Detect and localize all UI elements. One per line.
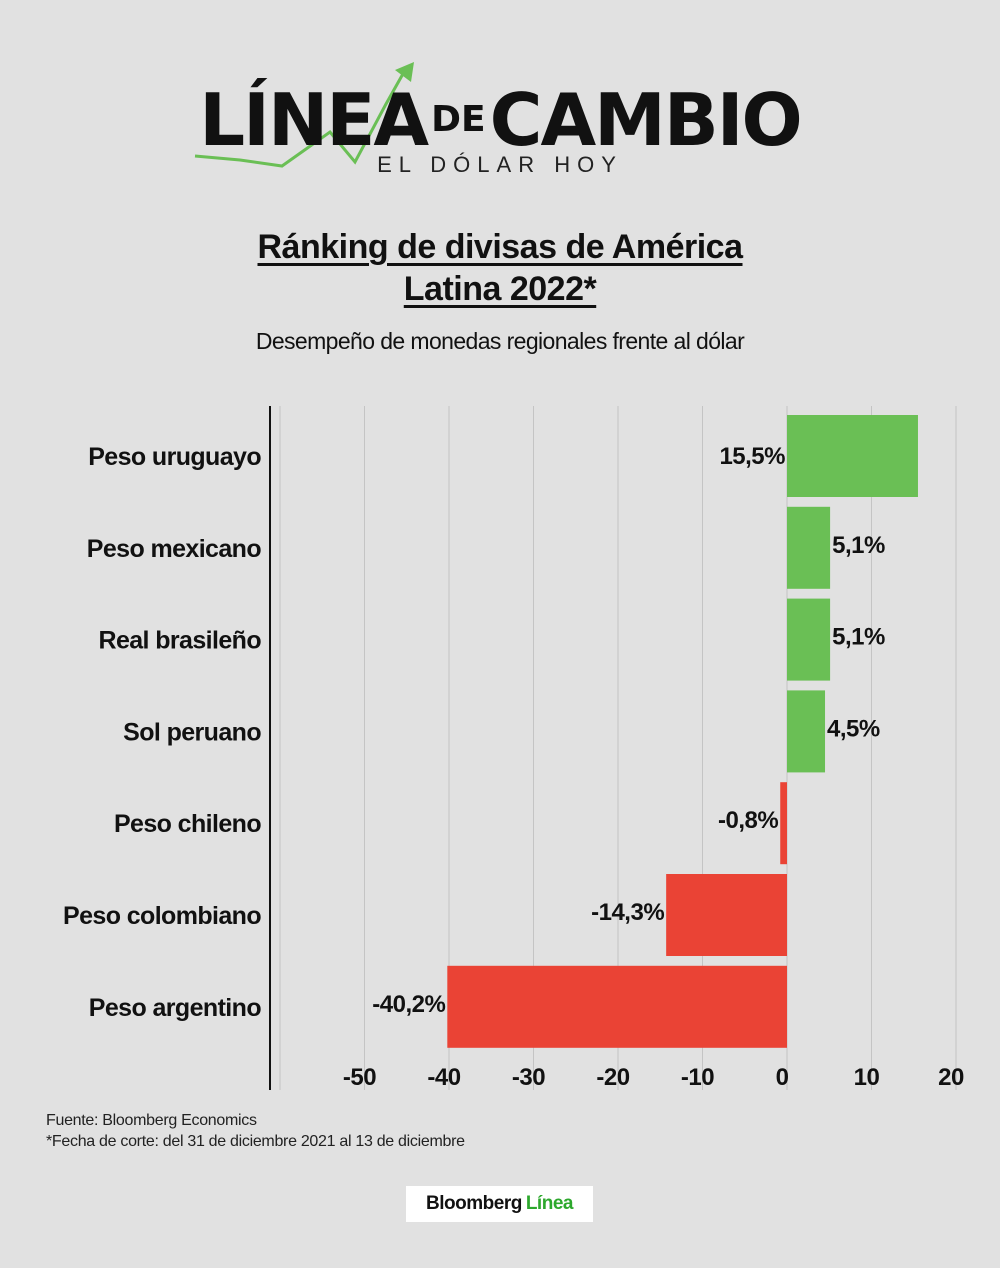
bar [447,965,787,1048]
bar [666,874,787,956]
chart-subtitle: Desempeño de monedas regionales frente a… [255,328,745,354]
bar [780,782,787,865]
trend-arrow-icon [194,62,414,168]
x-tick-label: -50 [343,1064,376,1091]
brand-logo: LÍNEA DECAMBIO EL DÓLAR HOY [0,58,1000,188]
bar [787,506,831,589]
brand-name: LÍNEA DECAMBIO [0,80,1000,160]
bar [787,415,918,497]
category-label: Peso colombiano [63,902,261,930]
value-label: 5,1% [832,532,885,559]
x-tick-label: 0 [776,1064,789,1091]
chart-title-line2: Latina 2022* [403,270,597,308]
value-label: -14,3% [591,899,664,926]
footnotes: Fuente: Bloomberg Economics *Fecha de co… [46,1110,465,1152]
x-tick-label: -30 [512,1064,545,1091]
value-label: -0,8% [718,807,778,834]
brand-name-part3: CAMBIO [489,78,803,162]
chart-title: Ránking de divisas de América Latina 202… [0,226,1000,310]
category-label: Peso chileno [114,810,261,838]
brand-name-part1: LÍNEA [199,78,429,162]
x-tick-label: -20 [596,1064,629,1091]
value-label: 15,5% [719,443,785,470]
x-tick-label: 20 [938,1064,964,1091]
category-label: Peso mexicano [87,535,262,563]
brand-name-part2: DE [431,99,486,140]
date-note: *Fecha de corte: del 31 de diciembre 202… [46,1133,465,1150]
value-label: -40,2% [372,991,445,1018]
bar [787,598,831,681]
value-label: 4,5% [827,715,880,742]
chart-title-line1: Ránking de divisas de América [257,228,744,266]
value-label: 5,1% [832,624,885,651]
x-tick-label: 10 [854,1064,880,1091]
brand-tagline: EL DÓLAR HOY [377,152,623,177]
bar-chart: Peso uruguayo 15,5% Peso mexicano 5,1% Real … [63,406,964,1091]
category-label: Sol peruano [123,718,261,746]
bar [787,690,826,773]
logo-accent: Línea [525,1193,574,1214]
logo-text: Bloomberg [426,1193,522,1214]
category-label: Real brasileño [99,627,262,655]
bloomberg-linea-logo: Bloomberg Línea [406,1186,593,1222]
category-label: Peso argentino [89,994,262,1022]
x-tick-label: -10 [681,1064,714,1091]
x-tick-label: -40 [427,1064,460,1091]
source-note: Fuente: Bloomberg Economics [46,1112,257,1129]
category-label: Peso uruguayo [88,443,261,471]
